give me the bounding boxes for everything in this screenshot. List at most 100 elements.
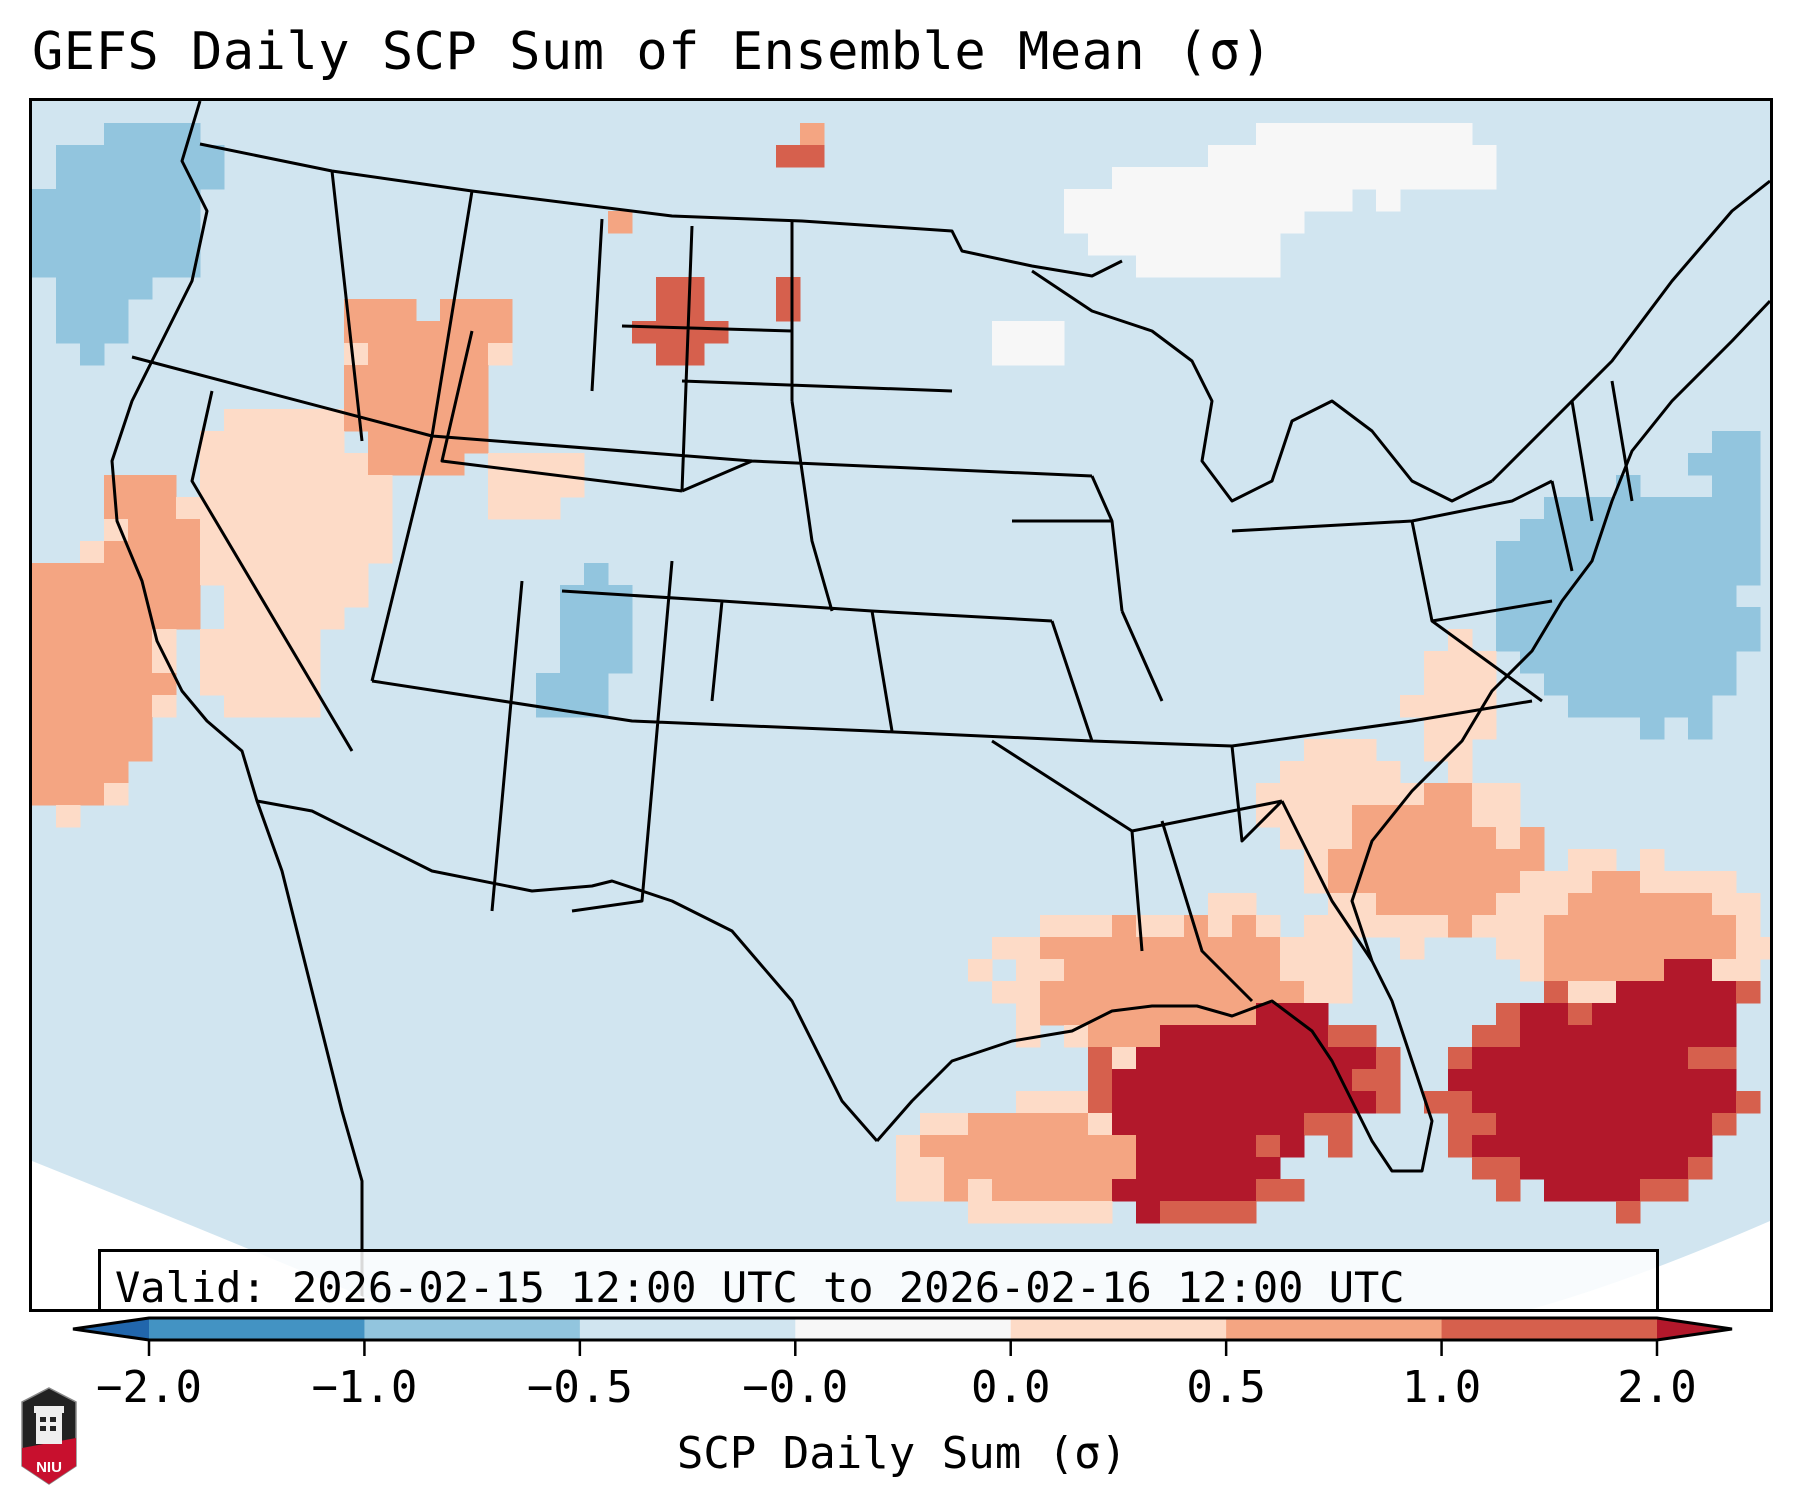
field-cell (248, 453, 273, 476)
field-cell (224, 585, 249, 608)
field-cell (344, 541, 369, 564)
field-cell (1376, 123, 1401, 146)
field-cell (1544, 959, 1569, 982)
field-cell (1640, 915, 1665, 938)
field-cell (1256, 981, 1281, 1004)
field-cell (1712, 1003, 1737, 1026)
field-cell (1712, 937, 1737, 960)
field-cell (224, 541, 249, 564)
field-cell (1640, 1047, 1665, 1070)
field-cell (1352, 783, 1377, 806)
field-cell (1232, 1047, 1257, 1070)
field-cell (56, 299, 81, 322)
field-cell (320, 409, 345, 432)
field-cell (104, 783, 129, 806)
field-cell (1280, 1025, 1305, 1048)
field-cell (1640, 673, 1665, 696)
colorbar-segment (364, 1318, 581, 1340)
field-cell (584, 695, 609, 718)
niu-logo-icon: NIU (21, 1387, 77, 1485)
field-cell (1640, 629, 1665, 652)
field-cell (368, 387, 393, 410)
field-cell (1376, 783, 1401, 806)
field-cell (1664, 673, 1689, 696)
field-cell (104, 233, 129, 256)
field-cell (1616, 1113, 1641, 1136)
field-cell (1184, 189, 1209, 212)
field-cell (80, 255, 105, 278)
field-cell (104, 739, 129, 762)
field-cell (32, 563, 57, 586)
field-cell (488, 453, 513, 476)
field-cell (80, 167, 105, 190)
field-cell (272, 673, 297, 696)
field-cell (1040, 1157, 1065, 1180)
field-cell (464, 343, 489, 366)
field-cell (104, 695, 129, 718)
field-cell (1448, 1069, 1473, 1092)
field-cell (56, 629, 81, 652)
field-cell (248, 629, 273, 652)
field-cell (1112, 937, 1137, 960)
field-cell (1736, 607, 1761, 630)
field-cell (440, 387, 465, 410)
field-cell (1544, 1157, 1569, 1180)
field-cell (1520, 1091, 1545, 1114)
state-lines (131, 170, 1634, 1003)
field-cell (1160, 189, 1185, 212)
field-cell (1208, 1179, 1233, 1202)
field-cell (1568, 585, 1593, 608)
field-cell (1328, 123, 1353, 146)
field-cell (80, 585, 105, 608)
field-cell (56, 233, 81, 256)
field-cell (1016, 1201, 1041, 1224)
field-cell (320, 475, 345, 498)
field-cell (1472, 167, 1497, 190)
field-cell (128, 233, 153, 256)
field-cell (1472, 805, 1497, 828)
field-cell (368, 343, 393, 366)
field-cell (56, 607, 81, 630)
field-cell (1304, 1091, 1329, 1114)
field-cell (1424, 783, 1449, 806)
field-cell (80, 145, 105, 168)
field-cell (1160, 1113, 1185, 1136)
field-cell (1688, 1157, 1713, 1180)
field-cell (1016, 1025, 1041, 1048)
field-cell (1352, 871, 1377, 894)
field-cell (1712, 607, 1737, 630)
field-cell (1184, 915, 1209, 938)
field-cell (128, 717, 153, 740)
field-cell (1544, 651, 1569, 674)
field-cell (1640, 1179, 1665, 1202)
field-cell (1232, 1135, 1257, 1158)
field-cell (1520, 915, 1545, 938)
field-cell (1424, 167, 1449, 190)
field-cell (1400, 827, 1425, 850)
field-cell (1400, 805, 1425, 828)
west-coast (110, 101, 364, 1309)
field-cell (296, 695, 321, 718)
field-cell (104, 255, 129, 278)
field-cell (1280, 959, 1305, 982)
field-cell (1520, 651, 1545, 674)
field-cell (1664, 1113, 1689, 1136)
field-cell (968, 1157, 993, 1180)
field-cell (1496, 1113, 1521, 1136)
field-cell (1376, 167, 1401, 190)
field-cell (200, 167, 225, 190)
field-cell (200, 431, 225, 454)
field-cell (1256, 211, 1281, 234)
field-cell (992, 1179, 1017, 1202)
field-cell (1664, 1157, 1689, 1180)
field-cell (296, 475, 321, 498)
field-cell (1520, 563, 1545, 586)
field-cell (1736, 475, 1761, 498)
field-cell (1616, 497, 1641, 520)
field-cell (1472, 1069, 1497, 1092)
field-cell (1688, 519, 1713, 542)
field-cell (1256, 1113, 1281, 1136)
field-cell (1232, 189, 1257, 212)
field-cell (1688, 981, 1713, 1004)
field-cell (152, 563, 177, 586)
